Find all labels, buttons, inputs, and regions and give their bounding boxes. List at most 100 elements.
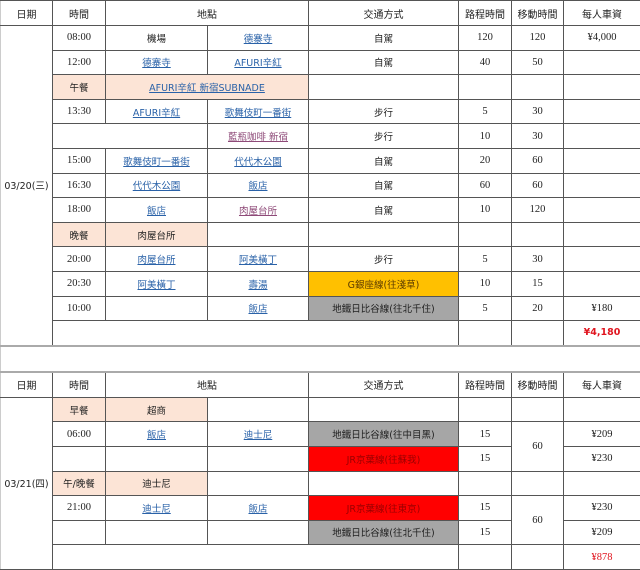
place-link[interactable]: 藍瓶咖啡 新宿	[228, 132, 288, 143]
header-row: 日期時間地點交通方式路程時間移動時間每人車資	[1, 372, 640, 398]
cell-text: 午/晚餐	[63, 479, 95, 490]
place-link[interactable]: 代代木公園	[133, 181, 181, 192]
cell-text: 12:00	[67, 57, 91, 68]
table-cell: 德寨寺	[208, 26, 309, 51]
table-cell: 迪士尼	[208, 422, 309, 447]
table-cell: 肉屋台所	[106, 247, 208, 272]
table-cell	[53, 520, 106, 545]
place-link[interactable]: 壽湯	[248, 280, 267, 291]
table-cell: 藍瓶咖啡 新宿	[208, 124, 309, 149]
table-cell: 20:00	[53, 247, 106, 272]
table-cell: 10	[459, 271, 512, 296]
table-cell	[564, 50, 640, 75]
table-cell: 08:00	[53, 26, 106, 51]
place-link[interactable]: 迪士尼	[244, 430, 273, 441]
place-link[interactable]: AFURI辛紅	[133, 108, 180, 119]
table-cell	[512, 321, 564, 346]
place-link[interactable]: 阿美橫丁	[137, 280, 175, 291]
table-cell: 飯店	[106, 198, 208, 223]
table-cell: 飯店	[208, 296, 309, 321]
table-cell	[106, 520, 208, 545]
table-cell	[512, 471, 564, 496]
place-link[interactable]: 德寨寺	[244, 34, 273, 45]
cell-text: ¥230	[592, 502, 613, 513]
table-row: 晚餐肉屋台所	[1, 222, 640, 247]
table-cell: 飯店	[208, 173, 309, 198]
table-cell: 20	[459, 148, 512, 173]
cell-text: 機場	[147, 34, 166, 45]
table-cell: 地鐵日比谷線(往北千住)	[309, 520, 459, 545]
table-cell: 地鐵日比谷線(往北千住)	[309, 296, 459, 321]
cell-text: 06:00	[67, 429, 91, 440]
cell-text: 20:00	[67, 254, 91, 265]
table-cell: 午餐	[53, 75, 106, 100]
table-cell: 13:30	[53, 99, 106, 124]
column-header: 地點	[106, 1, 309, 26]
table-cell	[512, 222, 564, 247]
place-link[interactable]: 肉屋台所	[239, 206, 277, 217]
table-cell: ¥180	[564, 296, 640, 321]
table-cell: 60	[512, 496, 564, 545]
table-cell: ¥209	[564, 422, 640, 447]
cell-text: 步行	[374, 108, 393, 119]
table-cell: 代代木公園	[208, 148, 309, 173]
place-link[interactable]: 歌舞伎町一番街	[225, 108, 292, 119]
table-cell	[53, 446, 106, 471]
table-cell: AFURI辛紅 新宿SUBNADE	[106, 75, 309, 100]
cell-text: 16:30	[67, 180, 91, 191]
cell-text: 18:00	[67, 204, 91, 215]
cell-text: 21:00	[67, 502, 91, 513]
cell-text: 50	[532, 57, 543, 68]
table-cell	[459, 397, 512, 422]
table-cell	[459, 75, 512, 100]
place-link[interactable]: AFURI辛紅	[234, 58, 281, 69]
table-cell	[53, 321, 459, 346]
table-cell: 迪士尼	[106, 471, 208, 496]
table-cell: 超商	[106, 397, 208, 422]
table-cell: 10	[459, 124, 512, 149]
cell-text: ¥4,000	[588, 32, 617, 43]
table-row: 午/晚餐迪士尼	[1, 471, 640, 496]
place-link[interactable]: 飯店	[147, 430, 166, 441]
place-link[interactable]: 肉屋台所	[137, 255, 175, 266]
table-cell	[309, 397, 459, 422]
table-row: 03/21(四)早餐超商	[1, 397, 640, 422]
place-link[interactable]: 德寨寺	[142, 58, 171, 69]
table-row: 午餐 AFURI辛紅 新宿SUBNADE	[1, 75, 640, 100]
table-cell: ¥230	[564, 446, 640, 471]
cell-text: ¥180	[592, 303, 613, 314]
column-header: 時間	[53, 372, 106, 398]
table-cell: ¥209	[564, 520, 640, 545]
table-cell	[208, 397, 309, 422]
table-cell: 肉屋台所	[208, 198, 309, 223]
table-cell: 50	[512, 50, 564, 75]
place-link[interactable]: 飯店	[248, 304, 267, 315]
place-link[interactable]: 代代木公園	[234, 157, 282, 168]
place-link[interactable]: AFURI辛紅 新宿SUBNADE	[149, 83, 265, 94]
table-cell: 歌舞伎町一番街	[106, 148, 208, 173]
table-cell	[208, 222, 309, 247]
date-cell: 03/20(三)	[1, 26, 53, 346]
cell-text: 步行	[374, 132, 393, 143]
table-cell	[564, 271, 640, 296]
place-link[interactable]: 飯店	[248, 181, 267, 192]
place-link[interactable]: 飯店	[147, 206, 166, 217]
table-cell: 自駕	[309, 26, 459, 51]
table-cell	[564, 99, 640, 124]
table-cell: ¥4,000	[564, 26, 640, 51]
table-cell: 15	[459, 422, 512, 447]
place-link[interactable]: 迪士尼	[142, 504, 171, 515]
place-link[interactable]: 飯店	[248, 504, 267, 515]
table-cell: 15	[459, 520, 512, 545]
table-cell: 30	[512, 124, 564, 149]
place-link[interactable]: 歌舞伎町一番街	[123, 157, 190, 168]
table-cell: 地鐵日比谷線(往中目黑)	[309, 422, 459, 447]
header-row: 日期時間地點交通方式路程時間移動時間每人車資	[1, 1, 640, 26]
table-cell: 自駕	[309, 148, 459, 173]
table-cell	[208, 471, 309, 496]
place-link[interactable]: 阿美橫丁	[239, 255, 277, 266]
